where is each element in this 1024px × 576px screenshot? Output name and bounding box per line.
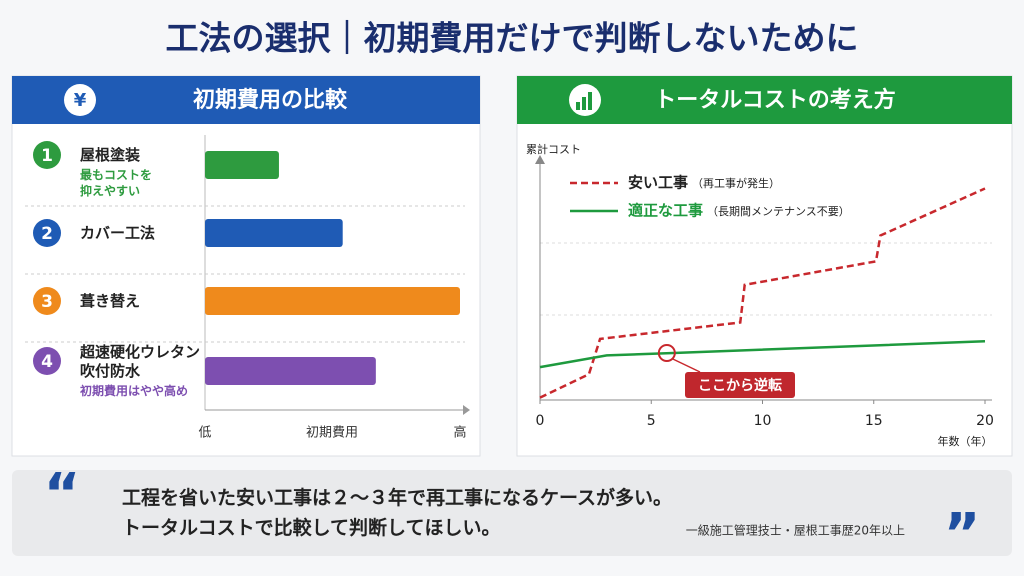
x-tick-label: 10: [754, 413, 772, 429]
legend-label: 適正な工事: [628, 202, 703, 220]
x-tick-label: 0: [536, 413, 545, 429]
quote-text: 工程を省いた安い工事は２～３年で再工事になるケースが多い。トータルコストで比較し…: [122, 486, 672, 539]
category-note: 初期費用はやや高め: [80, 383, 188, 398]
rank-number: 1: [41, 146, 53, 166]
x-tick-label: 5: [647, 413, 656, 429]
annotation-marker: [657, 344, 676, 362]
category-note: 最もコストを抑えやすい: [80, 168, 152, 198]
quote-box: [12, 470, 1012, 556]
y-axis-label: 累計コスト: [526, 142, 581, 156]
x-tick-label: 20: [976, 413, 994, 429]
bar: [205, 151, 279, 179]
page-title: 工法の選択｜初期費用だけで判断しないために: [166, 19, 859, 58]
x-axis-label: 年数（年）: [938, 434, 993, 448]
series-line: [539, 340, 986, 369]
legend-note: （再工事が発生）: [692, 176, 780, 190]
quote-source: 一級施工管理技士・屋根工事歴20年以上: [686, 523, 905, 538]
series-line: [539, 187, 986, 399]
rank-number: 3: [41, 292, 53, 312]
rank-number: 2: [41, 224, 53, 244]
axis-arrow: [535, 155, 545, 164]
legend-label: 安い工事: [628, 174, 688, 192]
legend-note: （長期間メンテナンス不要）: [707, 205, 850, 218]
bar: [205, 357, 376, 385]
x-tick-label: 15: [865, 413, 883, 429]
annotation-text: ここから逆転: [698, 377, 782, 394]
rank-number: 4: [41, 352, 53, 372]
annotation-box: [685, 372, 795, 398]
x-axis-label: 初期費用: [306, 426, 358, 441]
panel-title: 初期費用の比較: [193, 87, 348, 113]
category-label: カバー工法: [80, 224, 155, 242]
rank-badge: [33, 219, 61, 247]
category-label: 葺き替え: [80, 292, 140, 310]
quote-mark: “: [44, 462, 81, 527]
x-tick-label: 高: [453, 425, 466, 441]
quote-mark: ”: [944, 502, 981, 567]
rank-badge: [33, 141, 61, 169]
bar: [205, 219, 343, 247]
chart-icon: [569, 84, 601, 116]
icon-text: ¥: [74, 90, 87, 111]
x-tick-label: 低: [198, 426, 211, 441]
rank-badge: [33, 287, 61, 315]
yen-icon: [64, 84, 96, 116]
left-panel: [11, 75, 481, 457]
rank-badge: [33, 347, 61, 375]
category-label: 屋根塗装: [80, 146, 141, 164]
bar: [205, 287, 460, 315]
right-panel: [516, 75, 1013, 457]
category-label: 超速硬化ウレタン吹付防水: [79, 343, 200, 380]
axis-arrow: [463, 405, 470, 415]
annotation-leader: [672, 358, 701, 373]
panel-title: トータルコストの考え方: [654, 87, 896, 113]
